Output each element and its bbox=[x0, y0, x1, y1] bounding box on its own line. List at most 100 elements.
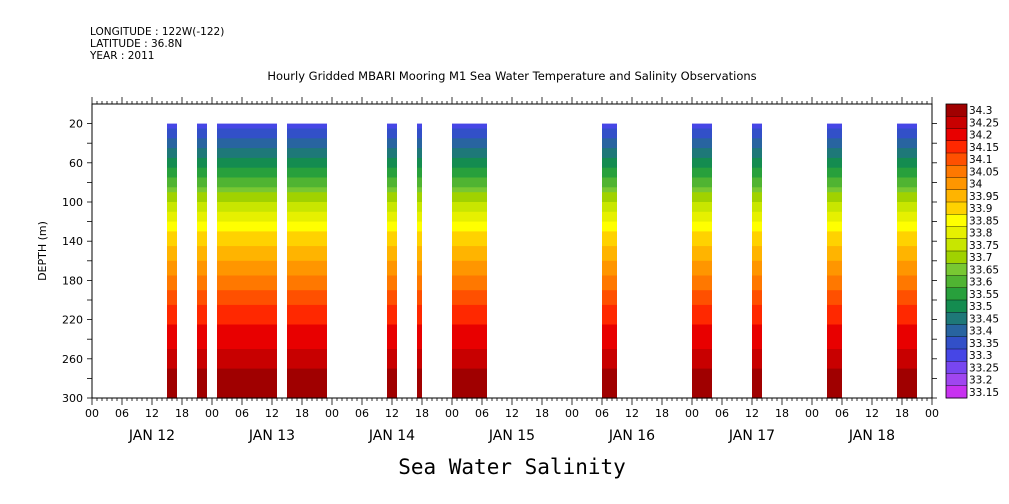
salinity-cell bbox=[897, 172, 917, 179]
salinity-cell bbox=[167, 138, 177, 144]
colorbar-label: 33.4 bbox=[969, 326, 993, 338]
salinity-cell bbox=[452, 153, 487, 159]
salinity-cell bbox=[452, 197, 487, 203]
salinity-cell bbox=[452, 368, 487, 375]
salinity-cell bbox=[452, 211, 487, 218]
salinity-cell bbox=[217, 353, 277, 360]
date-label: JAN 18 bbox=[848, 428, 895, 444]
salinity-cell bbox=[692, 133, 712, 139]
colorbar-swatch bbox=[946, 361, 967, 374]
salinity-cell bbox=[217, 358, 277, 365]
salinity-cell bbox=[752, 373, 762, 379]
salinity-cell bbox=[602, 128, 617, 134]
salinity-cell bbox=[692, 275, 712, 281]
salinity-cell bbox=[387, 290, 397, 296]
salinity-cell bbox=[827, 138, 842, 144]
salinity-cell bbox=[197, 295, 207, 301]
salinity-cell bbox=[417, 339, 422, 345]
x-tick-label: 18 bbox=[295, 407, 309, 420]
salinity-cell bbox=[752, 304, 762, 311]
salinity-cell bbox=[387, 353, 397, 360]
salinity-cell bbox=[417, 344, 422, 350]
salinity-cell bbox=[452, 393, 487, 399]
salinity-cell bbox=[417, 251, 422, 257]
salinity-cell bbox=[167, 373, 177, 379]
salinity-cell bbox=[217, 162, 277, 169]
salinity-cell bbox=[827, 241, 842, 247]
salinity-cell bbox=[692, 285, 712, 291]
observation-segment bbox=[197, 123, 207, 399]
salinity-cell bbox=[897, 334, 917, 340]
salinity-cell bbox=[692, 246, 712, 252]
salinity-cell bbox=[417, 275, 422, 281]
salinity-cell bbox=[692, 177, 712, 183]
salinity-cell bbox=[387, 383, 397, 389]
x-tick-label: 00 bbox=[805, 407, 819, 420]
salinity-cell bbox=[387, 241, 397, 247]
salinity-cell bbox=[197, 143, 207, 149]
salinity-cell bbox=[752, 202, 762, 208]
x-tick-label: 12 bbox=[145, 407, 159, 420]
salinity-cell bbox=[692, 265, 712, 272]
salinity-cell bbox=[417, 231, 422, 237]
salinity-cell bbox=[692, 192, 712, 198]
salinity-cell bbox=[452, 138, 487, 144]
salinity-cell bbox=[387, 309, 397, 316]
salinity-cell bbox=[217, 143, 277, 149]
x-tick-label: 00 bbox=[565, 407, 579, 420]
salinity-cell bbox=[387, 339, 397, 345]
x-tick-label: 06 bbox=[235, 407, 249, 420]
salinity-cell bbox=[752, 265, 762, 272]
salinity-cell bbox=[897, 167, 917, 174]
salinity-cell bbox=[167, 123, 177, 130]
salinity-cell bbox=[197, 260, 207, 267]
salinity-cell bbox=[897, 314, 917, 321]
salinity-cell bbox=[417, 172, 422, 179]
salinity-cell bbox=[452, 285, 487, 291]
salinity-cell bbox=[197, 221, 207, 228]
salinity-cell bbox=[417, 202, 422, 208]
salinity-cell bbox=[692, 309, 712, 316]
salinity-cell bbox=[217, 192, 277, 198]
salinity-cell bbox=[602, 280, 617, 286]
salinity-cell bbox=[417, 177, 422, 183]
salinity-cell bbox=[217, 148, 277, 154]
salinity-cell bbox=[827, 383, 842, 389]
salinity-cell bbox=[452, 383, 487, 389]
salinity-cell bbox=[692, 295, 712, 301]
x-tick-label: 12 bbox=[505, 407, 519, 420]
salinity-cell bbox=[827, 216, 842, 223]
x-tick-label: 18 bbox=[535, 407, 549, 420]
salinity-cell bbox=[197, 383, 207, 389]
salinity-cell bbox=[692, 353, 712, 360]
salinity-cell bbox=[167, 280, 177, 286]
salinity-cell bbox=[167, 128, 177, 134]
salinity-cell bbox=[827, 309, 842, 316]
salinity-cell bbox=[752, 329, 762, 335]
salinity-cell bbox=[197, 275, 207, 281]
salinity-cell bbox=[452, 300, 487, 306]
salinity-cell bbox=[602, 157, 617, 164]
salinity-cell bbox=[387, 182, 397, 188]
salinity-cell bbox=[602, 319, 617, 326]
salinity-cell bbox=[602, 206, 617, 213]
salinity-cell bbox=[167, 172, 177, 179]
salinity-cell bbox=[417, 187, 422, 193]
salinity-cell bbox=[387, 324, 397, 330]
salinity-cell bbox=[897, 393, 917, 399]
salinity-cell bbox=[692, 329, 712, 335]
colorbar-label: 33.7 bbox=[969, 252, 992, 264]
salinity-cell bbox=[287, 182, 327, 188]
salinity-cell bbox=[417, 123, 422, 130]
salinity-cell bbox=[167, 378, 177, 384]
salinity-cell bbox=[197, 358, 207, 365]
date-label: JAN 16 bbox=[608, 428, 655, 444]
salinity-cell bbox=[417, 388, 422, 394]
salinity-cell bbox=[827, 319, 842, 326]
salinity-cell bbox=[602, 192, 617, 198]
salinity-cell bbox=[387, 143, 397, 149]
salinity-cell bbox=[692, 304, 712, 311]
salinity-cell bbox=[827, 231, 842, 237]
salinity-cell bbox=[167, 157, 177, 164]
salinity-cell bbox=[387, 231, 397, 237]
